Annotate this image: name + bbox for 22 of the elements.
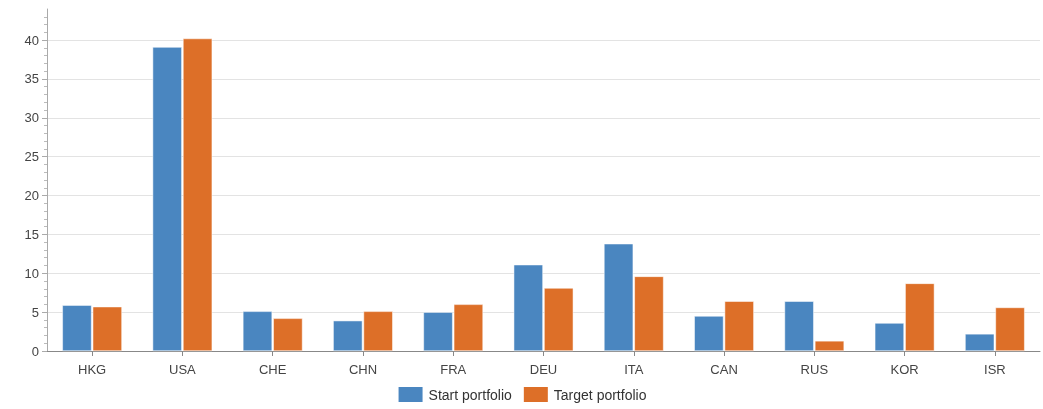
x-tick-label: FRA xyxy=(440,362,467,377)
x-tick-label: DEU xyxy=(529,362,558,377)
legend-label: Start portfolio xyxy=(428,386,513,403)
x-tick-label: KOR xyxy=(890,362,919,377)
x-tick-label: RUS xyxy=(800,362,829,377)
x-tick-label: CHE xyxy=(258,362,287,377)
x-tick-label: ISR xyxy=(984,362,1006,377)
y-tick-label: 15 xyxy=(24,226,39,242)
x-tick-label: CAN xyxy=(710,362,738,377)
y-tick-label: 40 xyxy=(24,32,39,48)
y-tick-label: 30 xyxy=(24,110,39,126)
legend-label: Target portfolio xyxy=(553,386,647,403)
y-tick-label: 25 xyxy=(24,149,39,165)
x-tick-label: HKG xyxy=(78,362,107,377)
y-tick-label: 20 xyxy=(24,188,39,204)
y-tick-label: 35 xyxy=(24,71,39,87)
y-tick-label: 0 xyxy=(31,343,39,359)
x-tick-label: CHN xyxy=(348,362,378,377)
x-tick-label: USA xyxy=(169,362,197,377)
y-tick-label: 5 xyxy=(31,304,39,320)
x-tick-label: ITA xyxy=(624,362,644,377)
y-tick-label: 10 xyxy=(24,265,39,281)
